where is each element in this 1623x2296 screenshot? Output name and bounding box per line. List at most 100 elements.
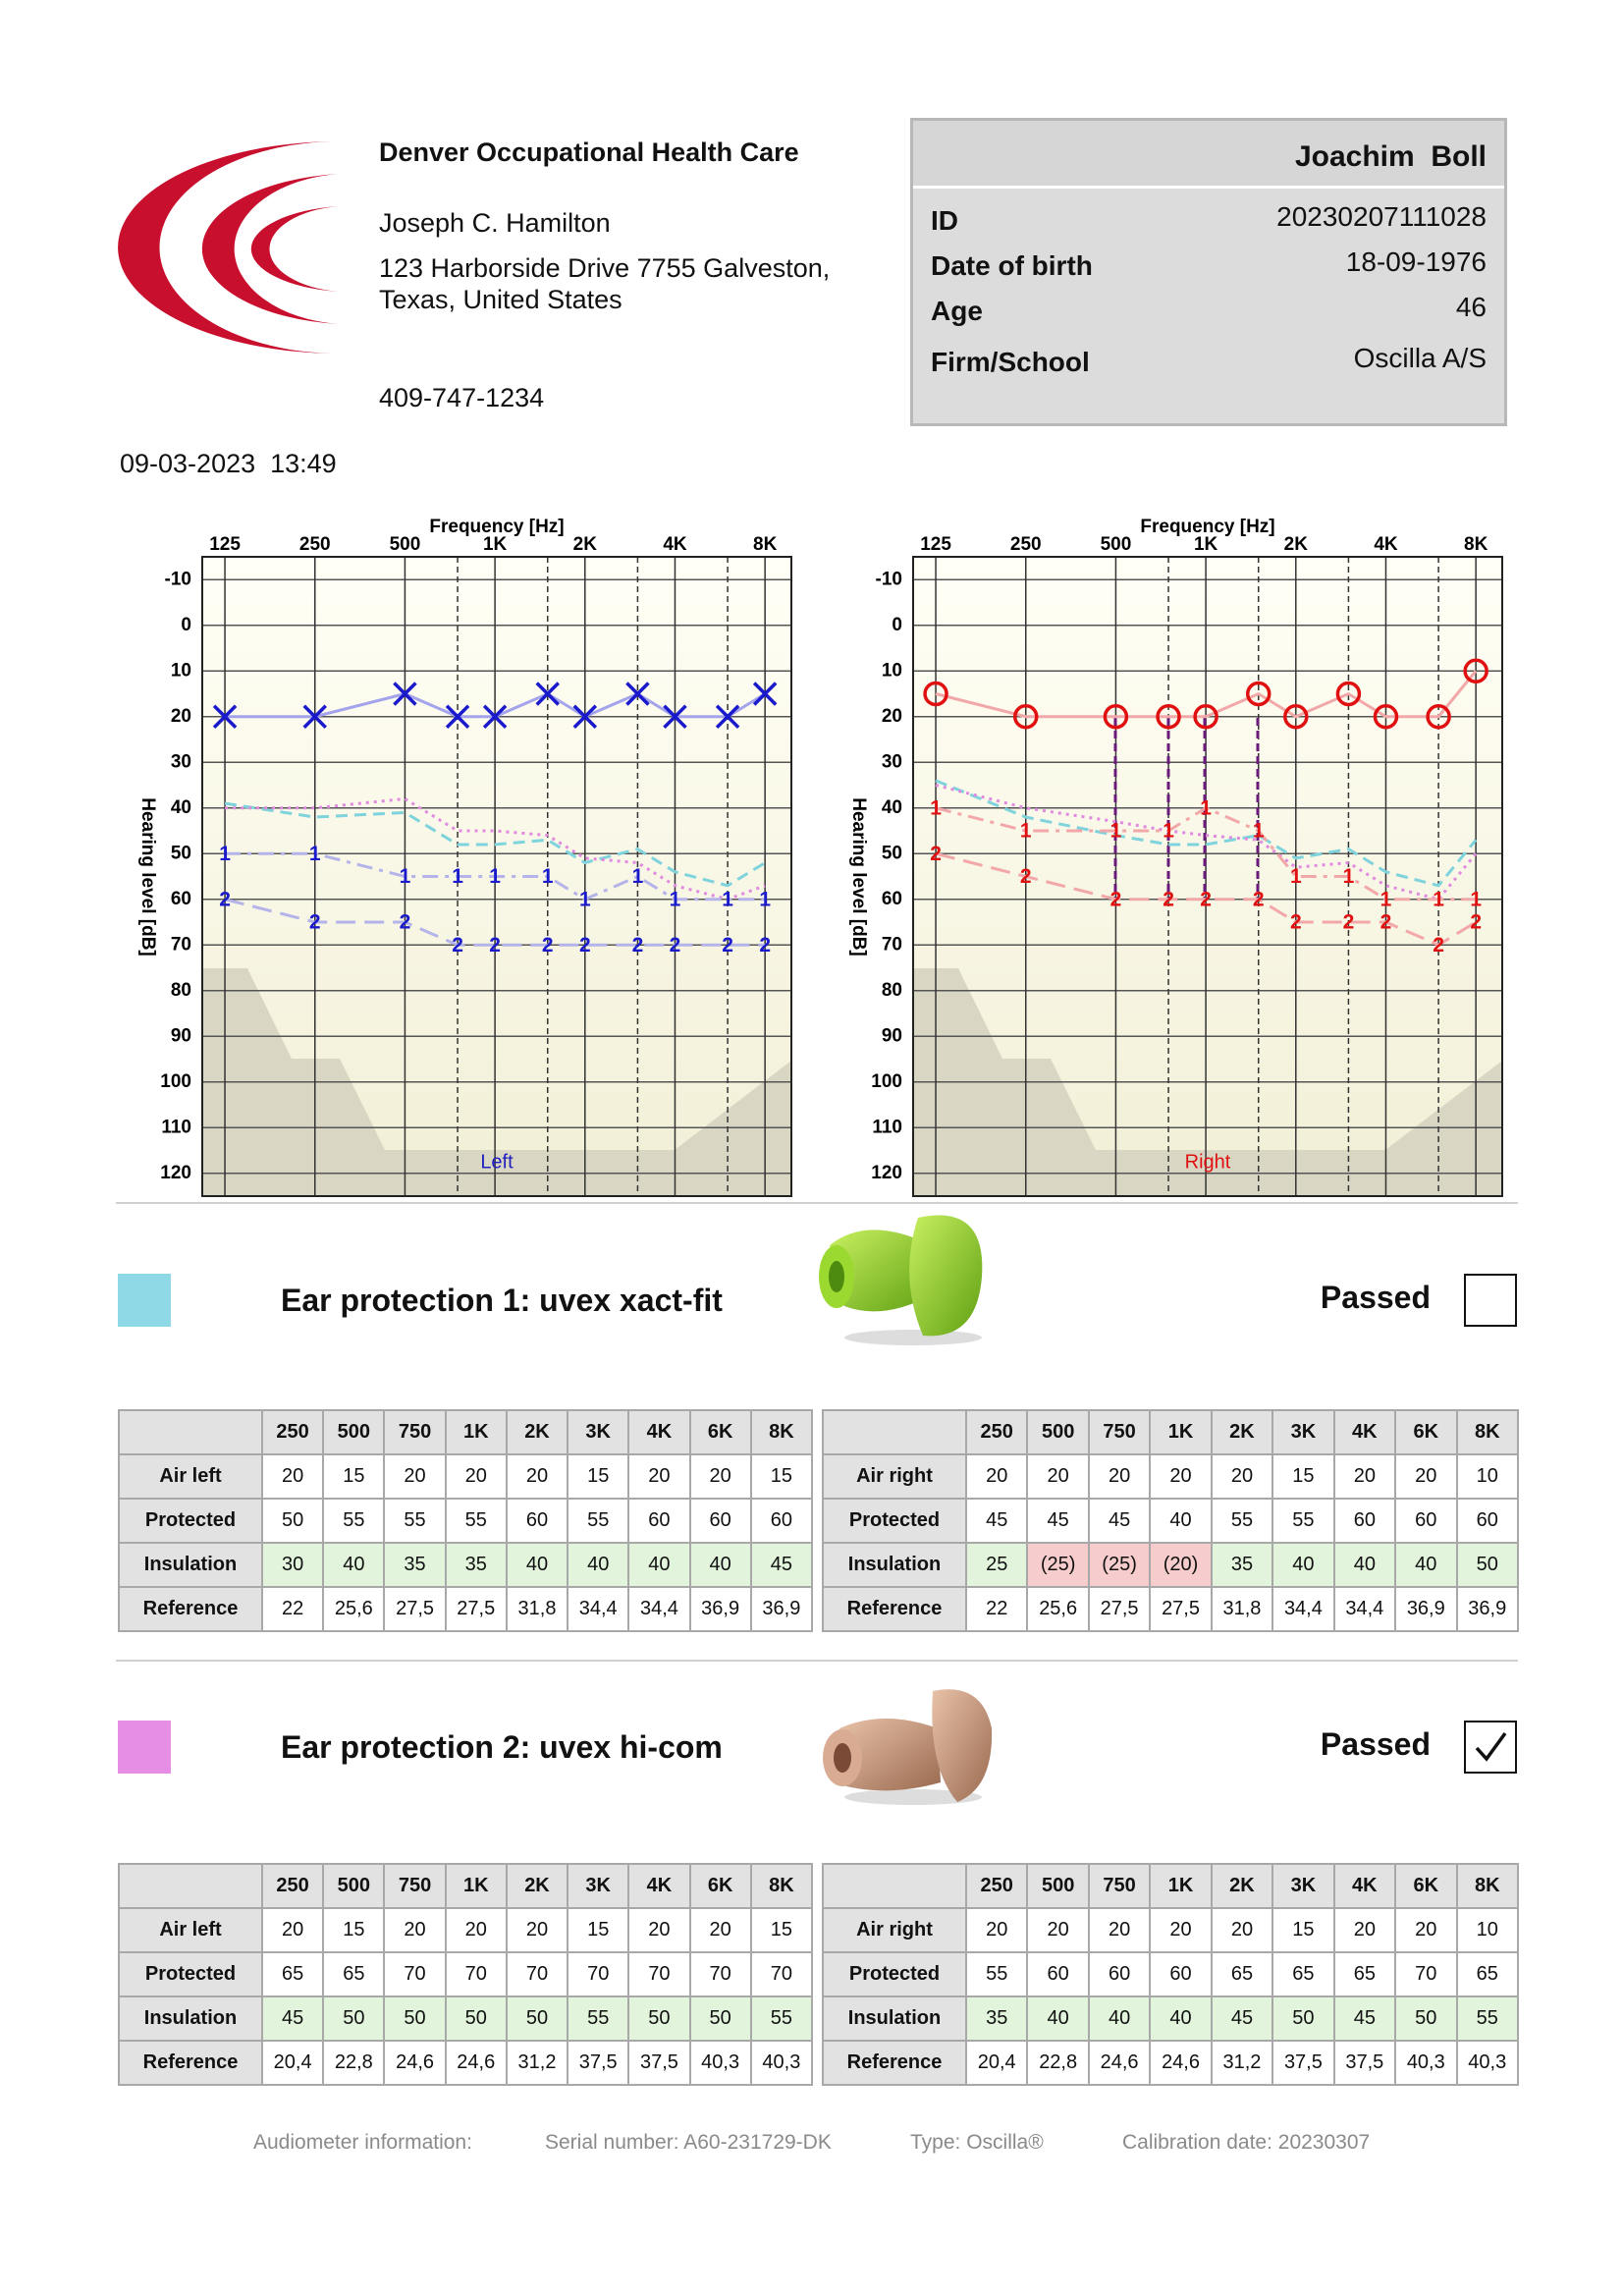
circle-marker [1463,658,1488,683]
insulation-table: 250 500 750 1K 2K 3K 4K 6K 8K Air left 20 15 20 20 20 1… [118,1863,814,2086]
table-cell: 20 [260,1453,325,1500]
table-row: Reference 20,4 22,8 24,6 24,6 31,2 37,5 37,5 40,… [822,2040,1519,2086]
field-label: ID [931,205,958,236]
table-cell: 34,4 [567,1586,630,1632]
column-header: 2K [1210,1863,1274,1909]
table-row: Air left 20 15 20 20 20 15 20 20 15 [118,1453,814,1500]
number-marker: 1 [759,888,771,910]
circle-marker [923,681,948,707]
phone: 409-747-1234 [379,383,545,412]
table-cell: 31,8 [1210,1586,1274,1632]
footer-item: Serial number: A60-231729-DK [545,2131,832,2154]
row-label: Air left [118,1907,263,1953]
column-header: 4K [1332,1863,1397,1909]
plot-frame [201,556,792,1197]
cross-stroke [572,704,598,729]
table-cell: 40,3 [1394,2040,1458,2086]
circle-marker [1426,704,1451,730]
y-tick-label: 40 [171,797,191,818]
table-row: Protected 65 65 70 70 70 70 70 70 70 [118,1951,814,1997]
cross-marker [445,704,470,729]
number-marker: 2 [1290,911,1302,934]
table-cell: 40 [627,1542,691,1588]
table-cell: 50 [322,1995,386,2042]
y-tick-label: 60 [882,889,902,909]
table-cell: 36,9 [1455,1586,1519,1632]
table-cell: 40,3 [1455,2040,1519,2086]
cross-stroke [445,704,470,729]
number-marker: 1 [1110,820,1122,843]
table-cell: 15 [749,1907,814,1953]
cross-marker [212,704,238,729]
table-cell: 60 [749,1498,814,1544]
table-cell: 65 [1210,1951,1274,1997]
corner-cell [118,1409,263,1455]
column-header: 6K [688,1409,752,1455]
address-line: Texas, United States [379,285,622,314]
column-header: 750 [1087,1863,1152,1909]
x-axis-title: Frequency [Hz] [1140,517,1274,537]
table-cell: 15 [1271,1907,1335,1953]
footer-item: Audiometer information: [253,2131,472,2154]
table-cell: 55 [322,1498,386,1544]
table-cell: 60 [688,1498,752,1544]
y-tick-label: 100 [871,1071,902,1092]
table-cell: 40 [1394,1542,1458,1588]
ear-label: Right [1185,1151,1231,1173]
color-swatch [118,1274,171,1327]
number-marker: 2 [632,934,644,957]
y-tick-label: 120 [160,1163,191,1183]
table-row: Reference 22 25,6 27,5 27,5 31,8 34,4 34,4 36,9 3… [822,1586,1519,1632]
number-marker: 2 [309,911,321,934]
table-cell: 60 [1455,1498,1519,1544]
table-cell: 25,6 [322,1586,386,1632]
number-marker: 1 [219,843,231,865]
cross-stroke [535,682,560,706]
table-cell: 60 [1394,1498,1458,1544]
column-header: 6K [1394,1863,1458,1909]
corner-cell [822,1409,967,1455]
table-cell: 20 [383,1907,447,1953]
field-value: 18-09-1976 [1345,246,1487,277]
table-cell: 70 [749,1951,814,1997]
table-cell: 15 [322,1453,386,1500]
table-cell: 20 [1026,1907,1090,1953]
number-marker: 2 [1380,911,1392,934]
table-cell: 60 [1026,1951,1090,1997]
table-row: Insulation 35 40 40 40 45 50 45 50 55 [822,1995,1519,2042]
y-tick-label: 10 [171,660,191,681]
shadow [844,1330,982,1345]
table-cell: 55 [567,1498,630,1544]
number-marker: 2 [1343,911,1355,934]
table-cell: 20 [627,1907,691,1953]
y-axis-title: Hearing level [dB] [848,797,869,957]
table-cell: 55 [1271,1498,1335,1544]
table-cell: 20 [1087,1453,1152,1500]
table-row: Reference 20,4 22,8 24,6 24,6 31,2 37,5 37,5 40,… [118,2040,814,2086]
row-label: Insulation [822,1995,967,2042]
passed-checkbox [1464,1274,1517,1327]
table-cell: (25) [1026,1542,1090,1588]
cross-marker [715,704,740,729]
logo-arc [250,206,339,292]
header-row: 250 500 750 1K 2K 3K 4K 6K 8K [118,1863,814,1909]
header-row: 250 500 750 1K 2K 3K 4K 6K 8K [822,1863,1519,1909]
table-cell: 65 [322,1951,386,1997]
column-header: 750 [383,1409,447,1455]
table-cell: 65 [1271,1951,1335,1997]
doctor-name: Joseph C. Hamilton [379,208,611,238]
table-cell: 20 [1087,1907,1152,1953]
number-marker: 2 [489,934,501,957]
table-cell: 15 [1271,1453,1335,1500]
table-cell: 65 [1455,1951,1519,1997]
y-tick-label: 20 [171,706,191,727]
table-cell: 20 [1394,1907,1458,1953]
number-marker: 2 [579,934,591,957]
table-cell: 22 [260,1586,325,1632]
number-marker: 1 [1343,865,1355,888]
row-label: Insulation [118,1542,263,1588]
column-header: 8K [1455,1409,1519,1455]
earplug-foam [909,1215,983,1337]
x-tick-label: 8K [1464,534,1488,555]
table-cell: 50 [505,1995,569,2042]
